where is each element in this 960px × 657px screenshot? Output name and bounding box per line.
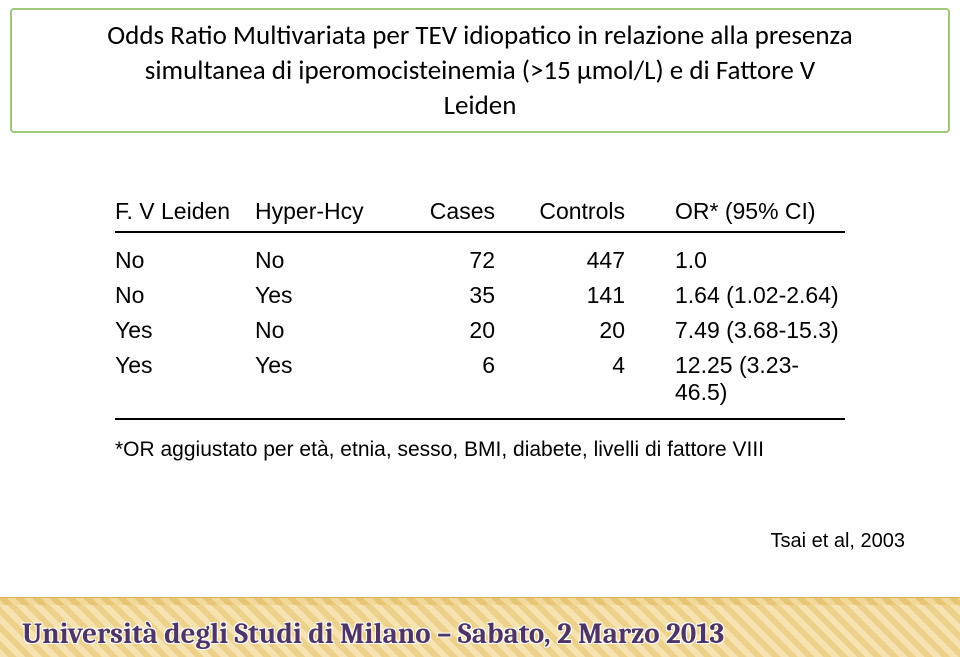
cell: 447 [525,247,655,274]
table-row: Yes No 20 20 7.49 (3.68-15.3) [115,313,845,348]
cell: No [115,282,255,309]
footer: Università degli Studi di Milano – Sabat… [0,591,960,657]
cell: 12.25 (3.23-46.5) [655,352,845,406]
citation: Tsai et al, 2003 [770,530,905,553]
col-header-fvleiden: F. V Leiden [115,198,255,225]
cell: No [255,317,405,344]
cell: 35 [405,282,525,309]
cell: 141 [525,282,655,309]
table-footnote: *OR aggiustato per età, etnia, sesso, BM… [115,438,845,462]
cell: 72 [405,247,525,274]
cell: 1.0 [655,247,845,274]
col-header-hyperhcy: Hyper-Hcy [255,198,405,225]
cell: 7.49 (3.68-15.3) [655,317,845,344]
cell: 20 [525,317,655,344]
table-row: No No 72 447 1.0 [115,243,845,278]
title-line-3: Leiden [24,88,936,123]
cell: Yes [115,352,255,406]
cell: Yes [255,352,405,406]
cell: Yes [255,282,405,309]
cell: 20 [405,317,525,344]
col-header-or: OR* (95% CI) [655,198,845,225]
title-line-1: Odds Ratio Multivariata per TEV idiopati… [24,18,936,53]
cell: No [255,247,405,274]
cell: 1.64 (1.02-2.64) [655,282,845,309]
col-header-controls: Controls [525,198,655,225]
table-header-row: F. V Leiden Hyper-Hcy Cases Controls OR*… [115,198,845,233]
cell: Yes [115,317,255,344]
footer-text: Università degli Studi di Milano – Sabat… [22,618,724,651]
title-line-2: simultanea di iperomocisteinemia (>15 µm… [24,53,936,88]
table-row: Yes Yes 6 4 12.25 (3.23-46.5) [115,348,845,410]
table-body: No No 72 447 1.0 No Yes 35 141 1.64 (1.0… [115,233,845,420]
cell: No [115,247,255,274]
cell: 4 [525,352,655,406]
col-header-cases: Cases [405,198,525,225]
title-box: Odds Ratio Multivariata per TEV idiopati… [10,8,950,133]
data-table: F. V Leiden Hyper-Hcy Cases Controls OR*… [115,198,845,462]
cell: 6 [405,352,525,406]
table-row: No Yes 35 141 1.64 (1.02-2.64) [115,278,845,313]
